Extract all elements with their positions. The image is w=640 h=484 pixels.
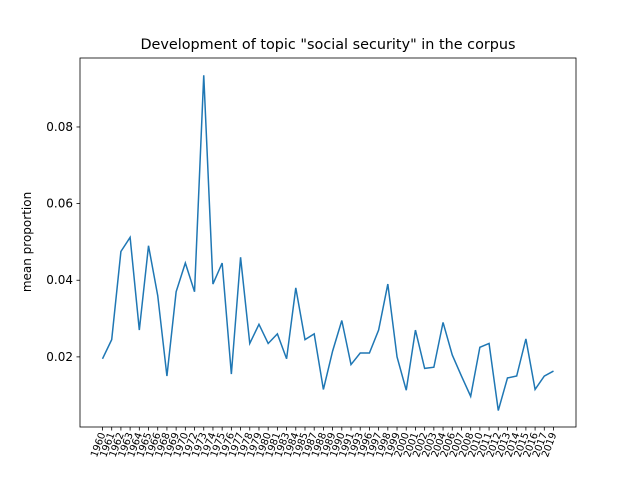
- chart-title: Development of topic "social security" i…: [140, 37, 515, 53]
- line: [101, 75, 554, 411]
- y-axis-label: mean proportion: [20, 192, 34, 292]
- y-tick-label: 0.04: [46, 273, 73, 287]
- y-tick-label: 0.06: [46, 197, 73, 211]
- plot-frame: [79, 57, 577, 428]
- y-tick-label: 0.08: [46, 120, 73, 134]
- y-tick-label: 0.02: [46, 350, 73, 364]
